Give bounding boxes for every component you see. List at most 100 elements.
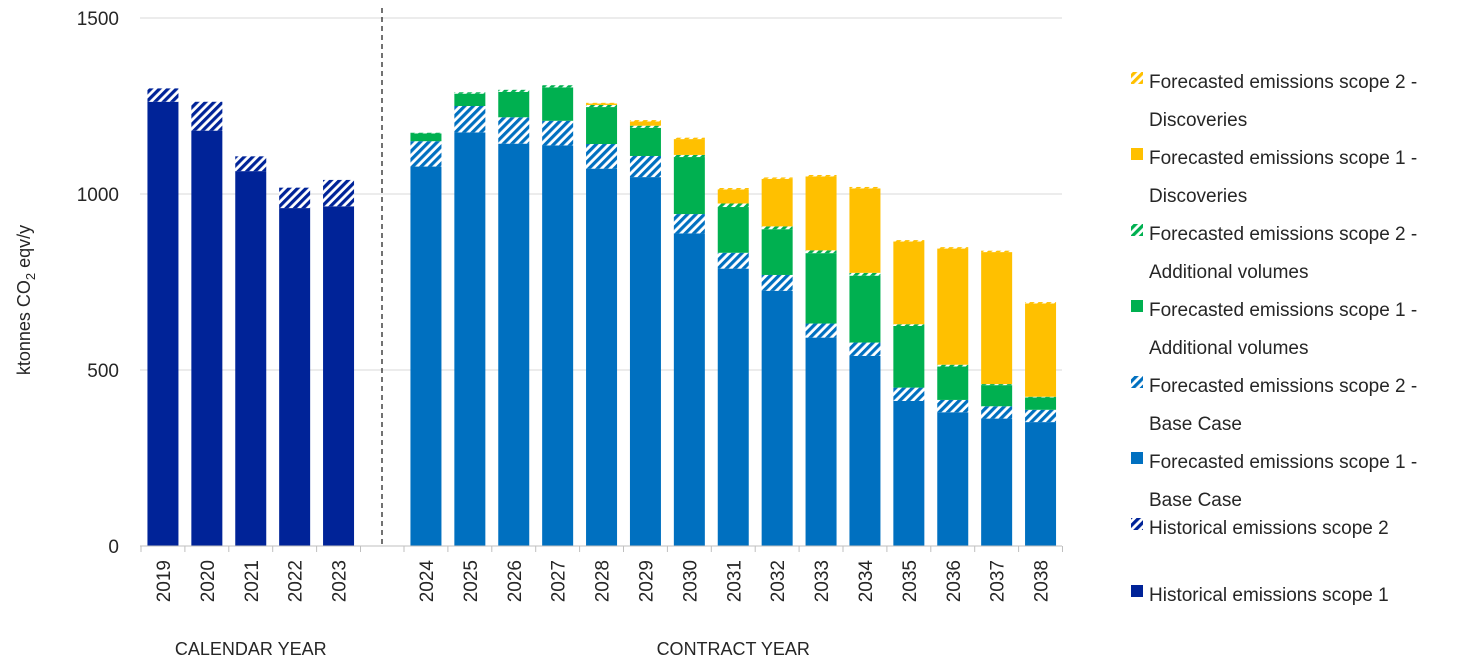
x-tick-label: 2032 [768, 560, 789, 602]
bar-segment [191, 130, 223, 546]
legend-item: Forecasted emissions scope 1 - Discoverie… [1131, 148, 1417, 207]
bar-segment [673, 154, 705, 158]
bars [147, 85, 1057, 546]
bar-segment [542, 85, 574, 88]
bar-segment [805, 253, 837, 324]
bar-segment [761, 226, 793, 230]
bar-segment [805, 174, 837, 177]
bar-segment [893, 400, 925, 546]
bar-segment [761, 290, 793, 546]
bar-segment [893, 324, 925, 326]
bar-segment [542, 120, 574, 146]
legend-swatch [1131, 376, 1143, 388]
bar-segment [279, 187, 311, 209]
bar-segment [937, 399, 969, 413]
bar-segment [629, 127, 661, 156]
legend-label: Base Case [1149, 414, 1242, 435]
bar-segment [147, 88, 179, 102]
bar-segment [981, 418, 1013, 546]
x-tick-label: 2035 [900, 560, 921, 602]
bar-segment [673, 157, 705, 215]
bar-segment [849, 275, 881, 343]
bar-segment [761, 178, 793, 227]
bar-segment [410, 166, 442, 546]
bar-segment [542, 145, 574, 546]
bar-segment [454, 132, 486, 546]
bar-segment [717, 207, 749, 253]
bar-segment [410, 133, 442, 142]
bar-segment [717, 268, 749, 546]
legend-label: Forecasted emissions scope 1 - [1149, 300, 1417, 321]
bar-segment [323, 206, 355, 546]
bar-segment [893, 240, 925, 242]
legend-label: Forecasted emissions scope 2 - [1149, 224, 1417, 245]
legend-item: Forecasted emissions scope 1 - Base Case [1131, 452, 1417, 511]
bar-segment [849, 186, 881, 189]
group-label: CONTRACT YEAR [657, 639, 810, 659]
y-tick-label: 0 [108, 537, 119, 558]
bar-segment [629, 155, 661, 178]
legend-item: Forecasted emissions scope 2 - Base Case [1131, 376, 1417, 435]
bar-segment [673, 214, 705, 234]
x-tick-label: 2021 [242, 560, 263, 602]
group-label: CALENDAR YEAR [175, 639, 327, 659]
bar-segment [761, 229, 793, 275]
x-tick-label: 2031 [724, 560, 745, 602]
legend-item: Forecasted emissions scope 2 - Discoverie… [1131, 72, 1417, 131]
legend-label: Additional volumes [1149, 262, 1308, 283]
x-tick-label: 2022 [286, 560, 307, 602]
legend-label: Forecasted emissions scope 2 - [1149, 72, 1417, 93]
legend-label: Forecasted emissions scope 1 - [1149, 452, 1417, 473]
bar-segment [586, 103, 618, 105]
bar-segment [1025, 303, 1057, 397]
bar-segment [761, 177, 793, 179]
bar-segment [586, 144, 618, 169]
legend-item: Historical emissions scope 1 [1131, 585, 1389, 606]
bar-segment [1025, 396, 1057, 398]
bar-segment [849, 342, 881, 356]
legend-swatch [1131, 585, 1143, 597]
bar-segment [717, 203, 749, 208]
legend-label: Discoveries [1149, 186, 1247, 207]
bar-segment [498, 89, 530, 92]
legend: Forecasted emissions scope 2 - Discoverie… [1131, 72, 1417, 606]
bar-segment [586, 107, 618, 145]
bar-segment [805, 176, 837, 251]
legend-label: Forecasted emissions scope 1 - [1149, 148, 1417, 169]
bar-segment [191, 101, 223, 131]
axes: 0 500 1000 1500 2019 2020 2021 2022 2023 CALENDAR… [14, 8, 1063, 659]
y-tick-label: 1000 [77, 185, 119, 206]
legend-item: Forecasted emissions scope 1 - Additional… [1131, 300, 1417, 359]
legend-label: Base Case [1149, 490, 1242, 511]
legend-swatch [1131, 300, 1143, 312]
bar-segment [235, 156, 267, 172]
x-tick-label: 2023 [330, 560, 351, 602]
x-tick-label: 2025 [461, 560, 482, 602]
x-tick-label: 2029 [636, 560, 657, 602]
bar-segment [805, 337, 837, 546]
y-axis-label: ktonnes CO2 eqv/y [14, 225, 38, 375]
x-tick-label: 2033 [812, 560, 833, 602]
x-tick-label: 2030 [680, 560, 701, 602]
legend-label: Discoveries [1149, 110, 1247, 131]
x-tick-label: 2026 [505, 560, 526, 602]
bar-segment [1025, 409, 1057, 423]
bar-segment [805, 323, 837, 338]
bar-segment [235, 171, 267, 546]
bar-segment [454, 106, 486, 133]
legend-label: Additional volumes [1149, 338, 1308, 359]
x-tick-label: 2024 [417, 560, 438, 603]
x-tick-label: 2034 [856, 560, 877, 603]
bar-segment [323, 179, 355, 207]
bar-segment [410, 132, 442, 134]
bar-segment [717, 252, 749, 269]
x-tick-label: 2027 [549, 560, 570, 602]
x-tick-label: 2028 [593, 560, 614, 602]
bar-segment [1025, 397, 1057, 410]
legend-item: Historical emissions scope 2 [1131, 518, 1389, 539]
legend-label: Forecasted emissions scope 2 - [1149, 376, 1417, 397]
bar-segment [849, 355, 881, 546]
x-tick-label: 2020 [198, 560, 219, 602]
bar-segment [937, 364, 969, 367]
